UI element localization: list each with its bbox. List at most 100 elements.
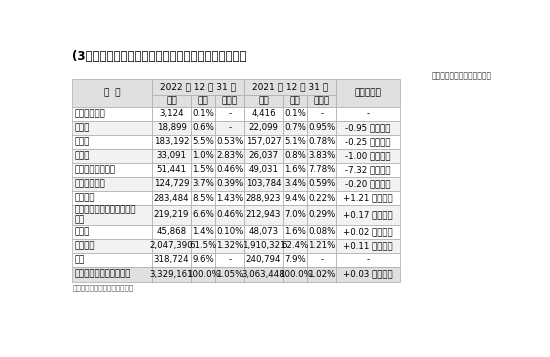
Bar (191, 225, 216, 239)
Text: （货币单位：人民币百万元）: （货币单位：人民币百万元） (431, 72, 492, 81)
Bar (191, 239, 216, 253)
Bar (216, 205, 244, 225)
Bar (72, 239, 152, 253)
Text: 不良率: 不良率 (222, 96, 238, 105)
Bar (244, 95, 283, 107)
Bar (283, 253, 307, 267)
Bar (191, 107, 216, 121)
Text: 33,091: 33,091 (157, 151, 186, 160)
Bar (152, 107, 191, 121)
Bar (216, 149, 244, 163)
Text: -: - (228, 124, 232, 132)
Bar (283, 177, 307, 191)
Bar (307, 225, 337, 239)
Bar (152, 135, 191, 149)
Bar (307, 163, 337, 177)
Bar (307, 253, 337, 267)
Text: 0.8%: 0.8% (284, 151, 306, 160)
Text: 批发和零售业: 批发和零售业 (75, 180, 106, 188)
Bar (191, 267, 216, 282)
Bar (337, 205, 399, 225)
Text: 1.6%: 1.6% (284, 166, 306, 175)
Text: -: - (228, 109, 232, 119)
Text: 61.5%: 61.5% (189, 241, 217, 250)
Bar (337, 79, 399, 107)
Text: 283,484: 283,484 (153, 193, 189, 202)
Text: 注：信息来源为平安银行年报。: 注：信息来源为平安银行年报。 (72, 284, 134, 291)
Text: 余额: 余额 (258, 96, 269, 105)
Text: 3.4%: 3.4% (284, 180, 306, 188)
Text: -: - (366, 255, 370, 265)
Text: 个人贷款: 个人贷款 (75, 241, 95, 250)
Text: 0.95%: 0.95% (309, 124, 336, 132)
Bar (72, 163, 152, 177)
Bar (337, 163, 399, 177)
Bar (244, 135, 283, 149)
Bar (72, 107, 152, 121)
Text: +0.11 个百分点: +0.11 个百分点 (343, 241, 393, 250)
Bar (72, 121, 152, 135)
Text: 3.83%: 3.83% (308, 151, 336, 160)
Text: 1.0%: 1.0% (192, 151, 214, 160)
Text: 212,943: 212,943 (246, 210, 281, 220)
Text: 1.21%: 1.21% (308, 241, 336, 250)
Bar (191, 163, 216, 177)
Text: 103,784: 103,784 (246, 180, 282, 188)
Bar (152, 253, 191, 267)
Bar (337, 149, 399, 163)
Bar (216, 135, 244, 149)
Text: 2021 年 12 月 31 日: 2021 年 12 月 31 日 (252, 82, 328, 91)
Text: -7.32 个百分点: -7.32 个百分点 (345, 166, 390, 175)
Text: 0.6%: 0.6% (192, 124, 214, 132)
Bar (216, 191, 244, 205)
Bar (216, 267, 244, 282)
Bar (152, 191, 191, 205)
Text: 0.22%: 0.22% (308, 193, 336, 202)
Text: 6.6%: 6.6% (192, 210, 214, 220)
Bar (244, 239, 283, 253)
Text: 建筑业: 建筑业 (75, 227, 90, 236)
Text: -1.00 个百分点: -1.00 个百分点 (345, 151, 390, 160)
Bar (72, 135, 152, 149)
Text: 不良率增减: 不良率增减 (355, 88, 381, 97)
Text: 100.0%: 100.0% (186, 270, 219, 279)
Bar (191, 205, 216, 225)
Bar (216, 239, 244, 253)
Bar (244, 225, 283, 239)
Bar (191, 253, 216, 267)
Bar (152, 149, 191, 163)
Text: 48,073: 48,073 (249, 227, 279, 236)
Text: 余额: 余额 (166, 96, 177, 105)
Text: 318,724: 318,724 (153, 255, 189, 265)
Text: 0.46%: 0.46% (216, 166, 244, 175)
Text: 9.4%: 9.4% (284, 193, 306, 202)
Text: 2022 年 12 月 31 日: 2022 年 12 月 31 日 (161, 82, 236, 91)
Bar (72, 177, 152, 191)
Bar (72, 149, 152, 163)
Bar (307, 177, 337, 191)
Bar (216, 107, 244, 121)
Bar (244, 107, 283, 121)
Text: 其他: 其他 (75, 255, 85, 265)
Bar (283, 267, 307, 282)
Bar (152, 225, 191, 239)
Text: 0.1%: 0.1% (284, 109, 306, 119)
Text: 124,729: 124,729 (154, 180, 189, 188)
Bar (337, 253, 399, 267)
Text: -: - (366, 109, 370, 119)
Text: 26,037: 26,037 (249, 151, 279, 160)
Text: 能源业: 能源业 (75, 151, 90, 160)
Bar (191, 121, 216, 135)
Bar (72, 79, 152, 107)
Text: 1,910,321: 1,910,321 (242, 241, 285, 250)
Text: 0.1%: 0.1% (192, 109, 214, 119)
Text: 157,027: 157,027 (246, 137, 282, 146)
Bar (337, 239, 399, 253)
Text: 3.7%: 3.7% (192, 180, 214, 188)
Bar (283, 149, 307, 163)
Bar (307, 95, 337, 107)
Bar (307, 267, 337, 282)
Text: 7.9%: 7.9% (284, 255, 306, 265)
Bar (283, 205, 307, 225)
Bar (307, 149, 337, 163)
